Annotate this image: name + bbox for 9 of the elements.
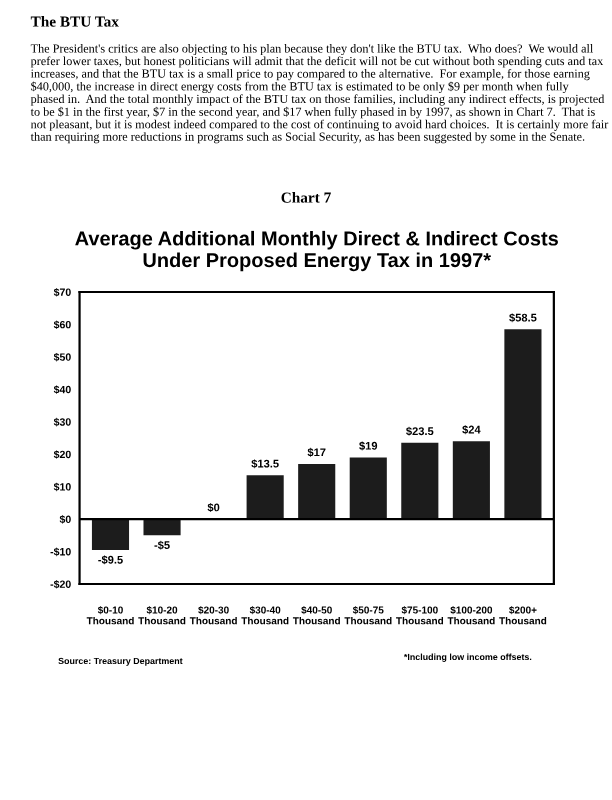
bar: [401, 442, 439, 520]
bar: [143, 519, 181, 536]
bar: [246, 475, 284, 520]
bar: [298, 463, 336, 520]
bar: [91, 519, 130, 550]
bar: [349, 457, 387, 520]
chart-title: Average Additional Monthly Direct & Indirect Costs Under Proposed Energy Tax in 1997*: [75, 230, 558, 272]
bar: [504, 329, 542, 520]
bar: [452, 441, 490, 520]
